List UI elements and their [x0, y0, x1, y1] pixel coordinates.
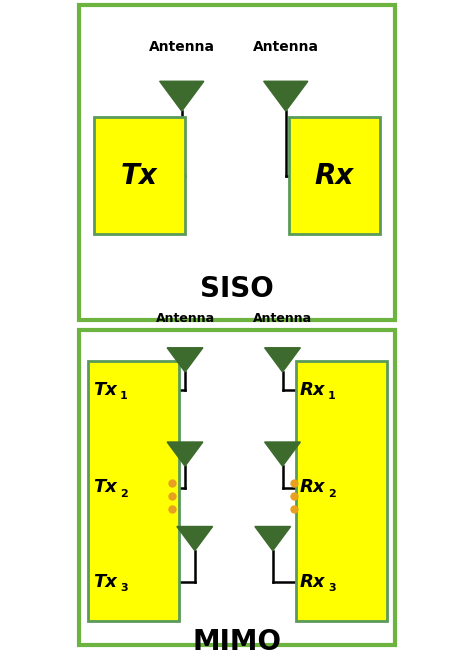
Text: Antenna: Antenna: [149, 40, 215, 54]
Polygon shape: [167, 348, 203, 372]
Text: Tx: Tx: [93, 478, 117, 497]
FancyBboxPatch shape: [289, 117, 380, 234]
Polygon shape: [264, 348, 301, 372]
Text: Rx: Rx: [299, 381, 325, 399]
Text: 2: 2: [120, 489, 128, 499]
Text: Rx: Rx: [299, 573, 325, 591]
FancyBboxPatch shape: [94, 117, 185, 234]
Text: 3: 3: [328, 583, 336, 593]
Text: Tx: Tx: [93, 573, 117, 591]
Text: 3: 3: [120, 583, 128, 593]
Text: MIMO: MIMO: [192, 628, 282, 650]
Text: Rx: Rx: [315, 161, 354, 190]
FancyBboxPatch shape: [88, 361, 179, 621]
Polygon shape: [167, 442, 203, 466]
Text: Tx: Tx: [93, 381, 117, 399]
FancyBboxPatch shape: [79, 330, 395, 645]
Polygon shape: [160, 81, 204, 111]
Text: 2: 2: [328, 489, 336, 499]
Text: Tx: Tx: [121, 161, 158, 190]
Text: 1: 1: [328, 391, 336, 401]
Text: Rx: Rx: [299, 478, 325, 497]
Text: SISO: SISO: [200, 275, 274, 304]
Text: 1: 1: [120, 391, 128, 401]
Polygon shape: [264, 81, 308, 111]
FancyBboxPatch shape: [79, 5, 395, 320]
Polygon shape: [264, 442, 301, 466]
Text: Antenna: Antenna: [155, 312, 215, 325]
Text: Antenna: Antenna: [253, 312, 312, 325]
Text: Antenna: Antenna: [253, 40, 319, 54]
Polygon shape: [177, 526, 213, 551]
Polygon shape: [255, 526, 291, 551]
FancyBboxPatch shape: [295, 361, 386, 621]
